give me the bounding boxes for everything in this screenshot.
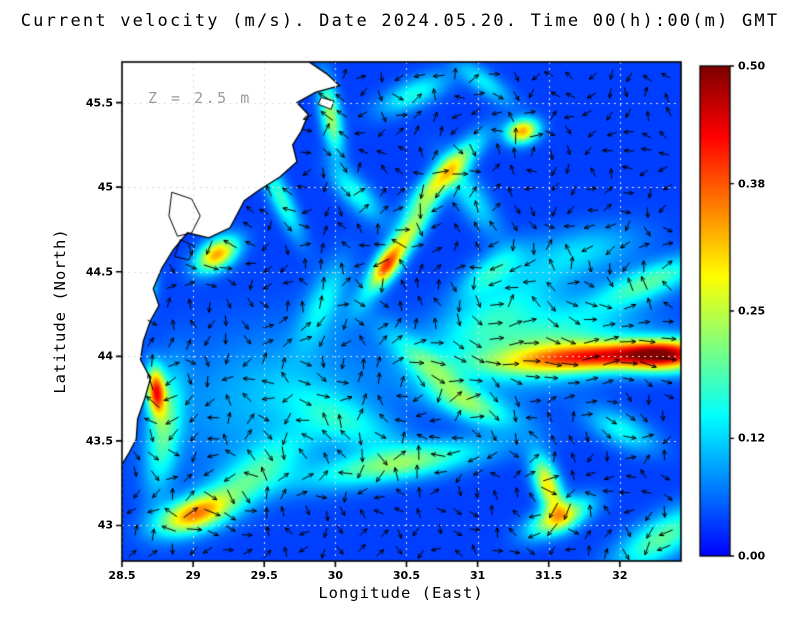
colorbar-tick-label: 0.38 bbox=[738, 177, 766, 191]
x-tick-label: 28.5 bbox=[108, 569, 136, 582]
x-tick-label: 30.5 bbox=[392, 569, 421, 582]
y-axis-label: Latitude (North) bbox=[51, 228, 69, 394]
chart-title: Current velocity (m/s). Date 2024.05.20.… bbox=[20, 11, 780, 31]
y-tick-label: 43.5 bbox=[85, 434, 113, 448]
colorbar-tick-label: 0.25 bbox=[738, 304, 766, 318]
colorbar-tick-label: 0.12 bbox=[738, 431, 766, 445]
x-tick-label: 29.5 bbox=[250, 569, 278, 582]
colorbar-tick-label: 0.00 bbox=[738, 549, 766, 563]
x-tick-label: 30 bbox=[327, 569, 343, 582]
x-tick-label: 31 bbox=[469, 569, 486, 582]
y-tick-label: 45 bbox=[97, 180, 113, 194]
y-tick-label: 45.5 bbox=[85, 96, 113, 110]
depth-annotation: Z = 2.5 m bbox=[148, 89, 252, 107]
x-tick-label: 29 bbox=[185, 569, 201, 582]
x-axis-label: Longitude (East) bbox=[318, 584, 484, 602]
y-tick-label: 44 bbox=[97, 349, 113, 363]
colorbar-tick-label: 0.50 bbox=[738, 59, 766, 73]
x-tick-label: 31.5 bbox=[535, 569, 563, 582]
x-tick-label: 32 bbox=[612, 569, 628, 582]
y-tick-label: 44.5 bbox=[85, 265, 113, 279]
y-tick-label: 43 bbox=[97, 518, 113, 532]
